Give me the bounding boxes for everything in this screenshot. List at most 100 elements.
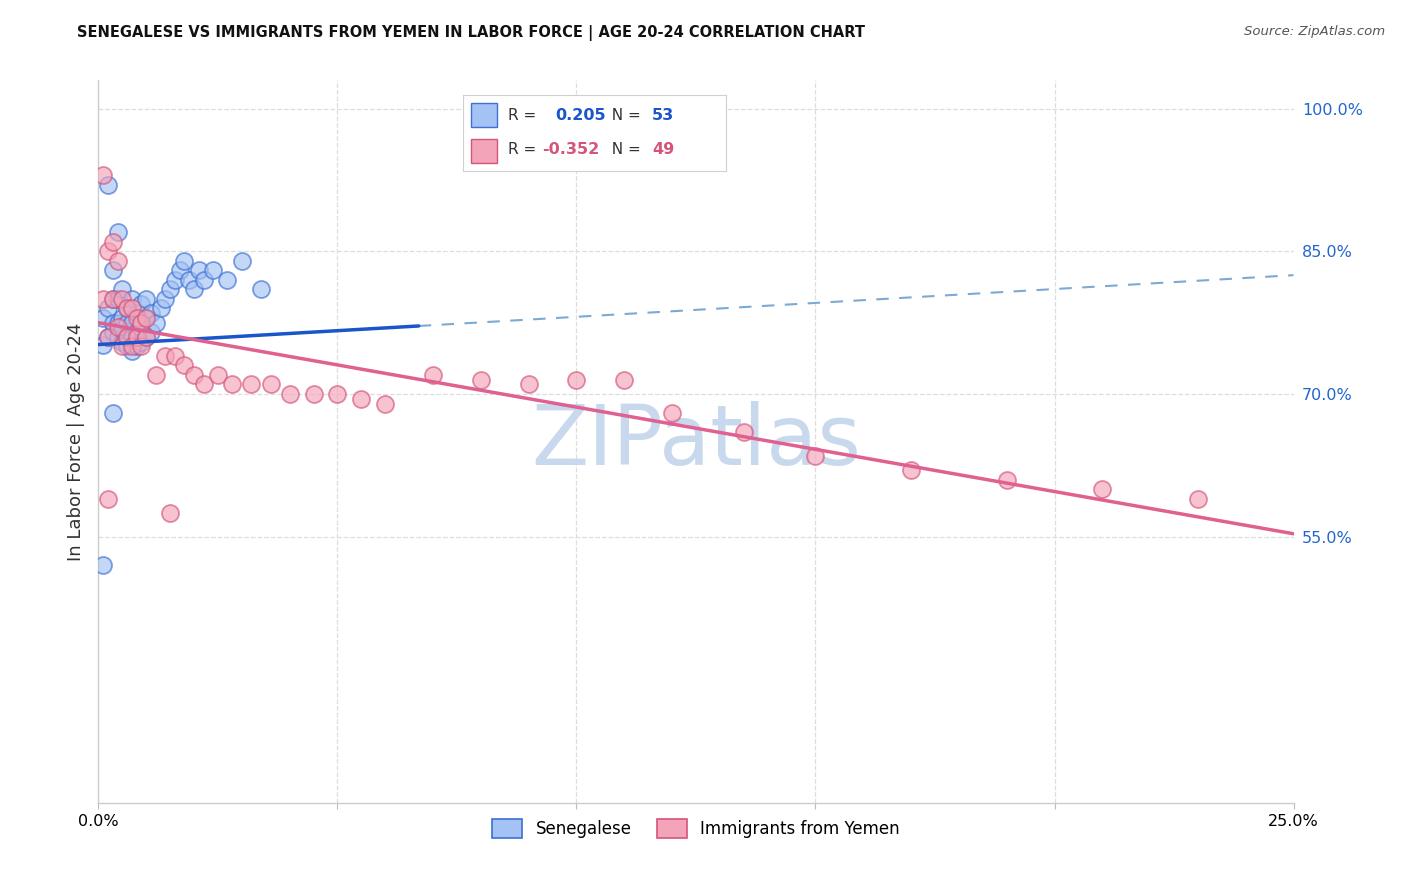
Point (121, 316, 143, 330)
Point (221, 377, 243, 392)
Point (374, 396, 396, 410)
Point (163, 349, 186, 363)
Point (565, 373, 588, 387)
Legend: Senegalese, Immigrants from Yemen: Senegalese, Immigrants from Yemen (485, 813, 907, 845)
Point (115, 301, 138, 316)
Point (111, 334, 134, 349)
Point (121, 301, 143, 316)
Point (121, 339, 143, 353)
Point (350, 392, 373, 406)
Point (101, 292, 124, 306)
Point (107, 320, 129, 334)
Point (183, 282, 205, 296)
Point (125, 325, 148, 339)
Point (107, 330, 129, 344)
Point (97, 178, 120, 192)
Point (135, 330, 157, 344)
Point (183, 368, 205, 382)
Point (173, 253, 195, 268)
Point (115, 330, 138, 344)
Point (135, 292, 157, 306)
Point (202, 263, 225, 277)
Point (135, 310, 157, 325)
Text: ZIPatlas: ZIPatlas (531, 401, 860, 482)
Point (131, 339, 153, 353)
Point (125, 306, 148, 320)
Point (517, 377, 540, 392)
Point (131, 316, 153, 330)
Point (169, 263, 191, 277)
Point (139, 306, 162, 320)
Point (131, 296, 153, 310)
Point (101, 263, 124, 277)
Point (149, 301, 172, 316)
Point (125, 330, 148, 344)
Point (193, 273, 215, 287)
Point (179, 273, 201, 287)
Point (121, 292, 143, 306)
Point (101, 235, 124, 249)
Y-axis label: In Labor Force | Age 20-24: In Labor Force | Age 20-24 (66, 322, 84, 561)
Point (121, 344, 143, 359)
Point (111, 282, 134, 296)
Point (278, 387, 301, 401)
Point (125, 310, 148, 325)
Point (91, 169, 114, 183)
Point (231, 253, 253, 268)
Point (995, 473, 1018, 487)
Point (159, 282, 181, 296)
Point (91, 310, 114, 325)
Point (91, 337, 114, 351)
Point (259, 377, 281, 392)
Point (97, 491, 120, 506)
Point (107, 253, 129, 268)
Point (101, 316, 124, 330)
Point (139, 325, 162, 339)
Point (470, 373, 492, 387)
Text: SENEGALESE VS IMMIGRANTS FROM YEMEN IN LABOR FORCE | AGE 20-24 CORRELATION CHART: SENEGALESE VS IMMIGRANTS FROM YEMEN IN L… (77, 25, 865, 41)
Point (115, 330, 138, 344)
Point (111, 292, 134, 306)
Point (107, 226, 129, 240)
Point (97, 301, 120, 316)
Point (97, 244, 120, 259)
Point (159, 506, 181, 520)
Point (163, 273, 186, 287)
Point (422, 368, 444, 382)
Point (250, 282, 273, 296)
Point (613, 373, 636, 387)
Point (302, 387, 325, 401)
Point (145, 316, 167, 330)
Point (101, 292, 124, 306)
Point (115, 339, 138, 353)
Point (900, 463, 922, 477)
Point (111, 310, 134, 325)
Point (145, 368, 167, 382)
Point (187, 263, 209, 277)
Point (173, 359, 195, 373)
Point (91, 292, 114, 306)
Point (131, 334, 153, 349)
Point (155, 349, 177, 363)
Point (111, 339, 134, 353)
Point (107, 292, 129, 306)
Point (97, 330, 120, 344)
Point (115, 301, 138, 316)
Point (91, 558, 114, 573)
Point (121, 330, 143, 344)
Point (193, 377, 215, 392)
Point (135, 330, 157, 344)
Point (115, 316, 138, 330)
Point (107, 316, 129, 330)
Point (125, 339, 148, 353)
Point (207, 368, 229, 382)
Point (661, 406, 683, 420)
Point (804, 449, 827, 463)
Point (111, 320, 134, 334)
Point (135, 310, 157, 325)
Point (1091, 482, 1114, 496)
Point (1187, 491, 1209, 506)
Text: Source: ZipAtlas.com: Source: ZipAtlas.com (1244, 25, 1385, 38)
Point (101, 406, 124, 420)
Point (131, 316, 153, 330)
